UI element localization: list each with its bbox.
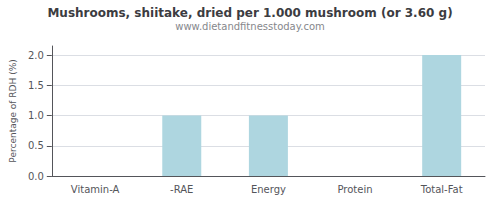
svg-text:Percentage of RDH (%): Percentage of RDH (%) <box>8 59 18 162</box>
svg-text:-RAE: -RAE <box>170 184 193 195</box>
svg-text:0.5: 0.5 <box>28 140 44 151</box>
svg-text:2.0: 2.0 <box>28 50 44 61</box>
svg-text:1.0: 1.0 <box>28 110 44 121</box>
svg-text:Vitamin-A: Vitamin-A <box>71 184 120 195</box>
svg-text:1.5: 1.5 <box>28 80 44 91</box>
svg-text:0.0: 0.0 <box>28 171 44 182</box>
svg-text:Mushrooms, shiitake, dried per: Mushrooms, shiitake, dried per 1.000 mus… <box>47 6 452 20</box>
svg-text:Total-Fat: Total-Fat <box>420 184 463 195</box>
svg-text:Protein: Protein <box>338 184 373 195</box>
svg-text:Energy: Energy <box>251 184 286 195</box>
svg-text:www.dietandfitnesstoday.com: www.dietandfitnesstoday.com <box>175 21 324 32</box>
